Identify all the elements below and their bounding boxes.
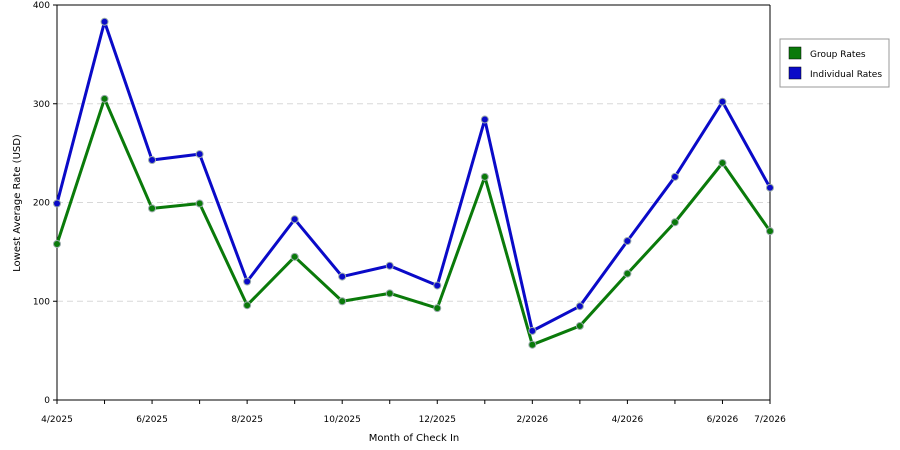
data-point [148, 156, 157, 165]
data-point [528, 340, 537, 349]
data-point [528, 326, 537, 335]
data-point [433, 304, 442, 313]
data-point [148, 204, 157, 213]
data-point [575, 302, 584, 311]
x-tick-label: 2/2026 [516, 415, 548, 425]
y-tick-label: 200 [33, 199, 50, 209]
legend-swatch-individual-rates [788, 66, 802, 80]
data-point [290, 215, 299, 224]
data-point [670, 218, 679, 227]
data-point [480, 115, 489, 124]
data-point [53, 239, 61, 248]
data-point [338, 272, 347, 281]
data-point [243, 301, 252, 310]
x-tick-label: 4/2025 [41, 415, 73, 425]
y-ticks: 0 100 200 300 400 [33, 1, 57, 406]
data-point [480, 172, 489, 181]
data-point [195, 150, 204, 159]
y-axis-title: Lowest Average Rate (USD) [12, 134, 23, 272]
x-axis-title: Month of Check In [369, 433, 460, 444]
data-point [243, 277, 252, 286]
x-tick-label: 4/2026 [612, 415, 644, 425]
data-point [718, 97, 727, 106]
data-point [385, 289, 394, 298]
legend-label-group-rates: Group Rates [810, 50, 866, 60]
data-point [338, 297, 347, 306]
x-tick-label: 12/2025 [419, 415, 456, 425]
x-tick-label: 6/2026 [707, 415, 739, 425]
y-tick-label: 100 [33, 297, 50, 307]
legend-label-individual-rates: Individual Rates [810, 70, 882, 80]
data-point [766, 183, 774, 192]
data-point [433, 281, 442, 290]
y-tick-label: 0 [44, 396, 50, 406]
data-point [100, 17, 109, 26]
data-point [100, 94, 109, 103]
data-point [766, 227, 774, 236]
data-point [385, 261, 394, 270]
data-point [575, 321, 584, 330]
data-point [53, 199, 61, 208]
x-tick-label: 8/2025 [231, 415, 263, 425]
data-point [290, 252, 299, 261]
data-point [718, 159, 727, 167]
series [53, 17, 774, 349]
axes [56, 4, 771, 401]
x-tick-label: 6/2025 [136, 415, 168, 425]
series-line-0 [55, 97, 772, 347]
x-ticks: 4/2025 6/2025 8/2025 10/2025 12/2025 2/2026 4/… [41, 400, 786, 425]
x-tick-label: 7/2026 [754, 415, 786, 425]
data-point [623, 237, 632, 246]
legend-swatch-group-rates [788, 46, 802, 60]
legend: Group Rates Individual Rates [779, 38, 890, 88]
x-tick-label: 10/2025 [324, 415, 361, 425]
data-point [623, 269, 632, 278]
y-tick-label: 300 [33, 100, 50, 110]
series-line-1 [55, 20, 772, 333]
y-tick-label: 400 [33, 1, 50, 11]
data-point [195, 199, 204, 208]
grid-lines [57, 103, 770, 302]
data-point [670, 172, 679, 181]
